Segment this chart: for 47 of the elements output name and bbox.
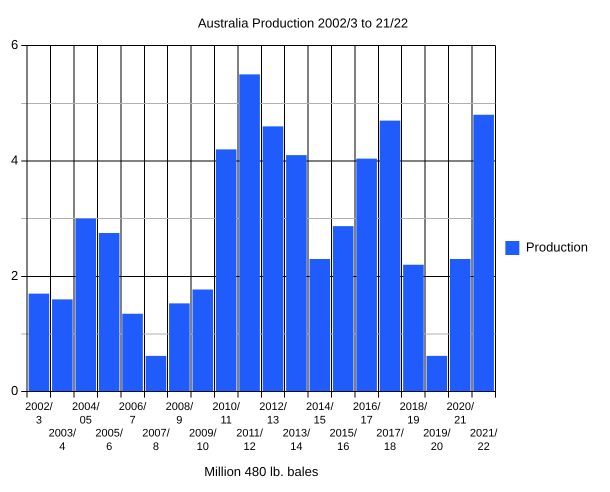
y-tick-label: 0 <box>10 383 18 398</box>
bar <box>380 120 400 392</box>
x-tick-label: 2003/4 <box>48 428 78 453</box>
x-tick-label: 2010/11 <box>212 401 241 426</box>
bar <box>75 218 96 392</box>
x-tick-label: 2013/14 <box>282 428 312 453</box>
bar <box>356 158 377 392</box>
x-tick-label: 2009/10 <box>189 428 218 453</box>
bar <box>28 294 50 392</box>
bar <box>473 114 494 392</box>
x-tick-label: 2019/20 <box>423 428 452 453</box>
bar <box>98 233 120 392</box>
bar <box>262 126 284 392</box>
x-tick-label: 2015/16 <box>329 428 358 453</box>
x-tick-label: 2012/13 <box>259 401 288 426</box>
x-axis-title: Million 480 lb. bales <box>204 464 319 479</box>
x-tick-label: 2016/17 <box>352 401 382 426</box>
legend-label: Production <box>526 240 588 255</box>
x-tick-label: 2020/21 <box>446 401 475 426</box>
bar <box>310 258 330 392</box>
y-tick-label: 6 <box>10 37 18 52</box>
bar <box>169 303 190 392</box>
bar <box>426 356 448 392</box>
bar <box>216 149 236 392</box>
y-tick-label: 2 <box>10 268 18 283</box>
x-tick-label: 2008/9 <box>166 401 194 426</box>
x-tick-label: 2002/3 <box>25 401 54 426</box>
bar <box>286 155 307 392</box>
x-tick-label: 2014/15 <box>306 401 335 426</box>
bar <box>192 290 214 392</box>
x-tick-label: 2006/7 <box>118 401 148 426</box>
bar <box>146 356 166 392</box>
x-tick-label: 2005/6 <box>95 428 124 453</box>
bar <box>332 226 354 392</box>
x-tick-label: 2004/05 <box>72 401 100 426</box>
bar <box>52 299 73 392</box>
bar <box>403 264 424 392</box>
x-tick-label: 2017/18 <box>376 428 405 453</box>
x-tick-label: 2007/8 <box>142 428 171 453</box>
bar <box>122 314 143 392</box>
bar <box>450 258 471 392</box>
x-tick-label: 2018/19 <box>400 401 428 426</box>
bar <box>239 74 260 392</box>
y-tick-label: 4 <box>10 152 18 168</box>
x-tick-label: 2011/12 <box>236 428 264 453</box>
chart-title: Australia Production 2002/3 to 21/22 <box>198 15 408 30</box>
x-tick-label: 2021/22 <box>470 428 498 453</box>
